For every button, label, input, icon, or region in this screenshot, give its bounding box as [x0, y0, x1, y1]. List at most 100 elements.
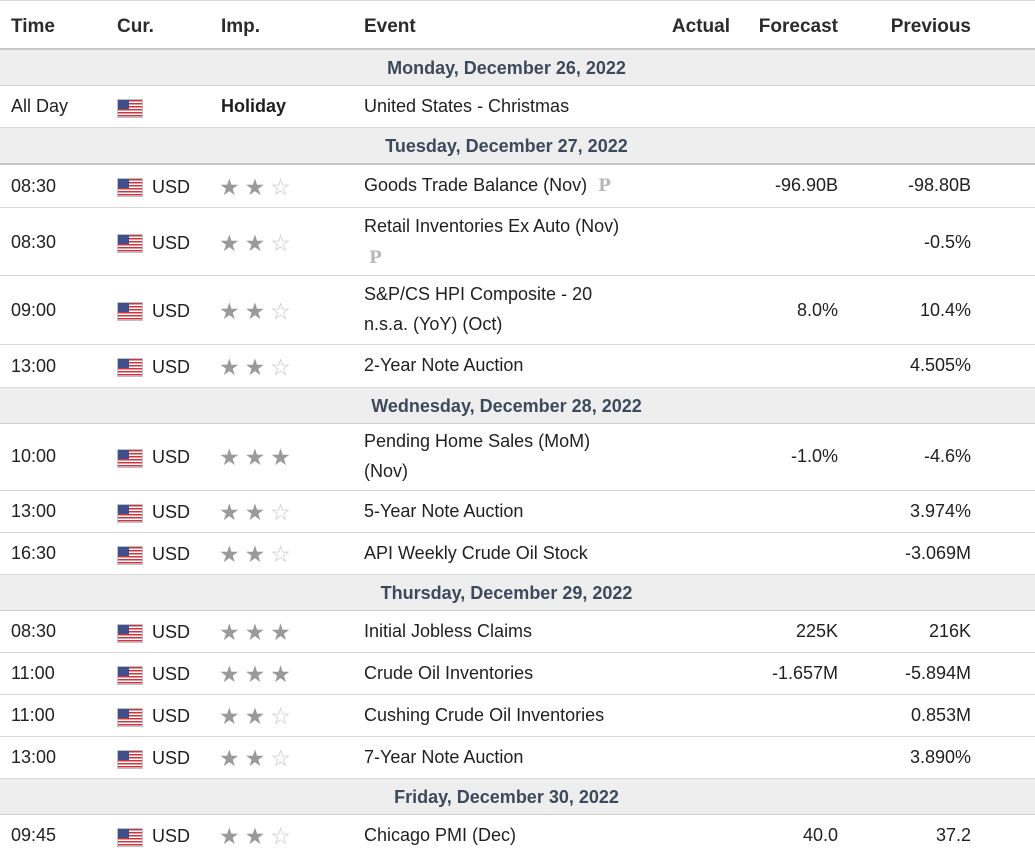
- table-row[interactable]: All Day Holiday United States - Christma…: [0, 86, 1035, 128]
- currency-code: USD: [152, 748, 191, 768]
- header-forecast[interactable]: Forecast: [758, 16, 838, 37]
- us-flag-icon: [117, 546, 143, 565]
- event-name[interactable]: Cushing Crude Oil Inventories: [364, 705, 605, 725]
- event-time: All Day: [11, 96, 69, 116]
- event-time: 08:30: [11, 232, 57, 252]
- previous-value: 216K: [928, 621, 971, 641]
- header-event[interactable]: Event: [364, 16, 416, 37]
- event-name[interactable]: Initial Jobless Claims: [364, 621, 533, 641]
- day-header: Monday, December 26, 2022: [0, 50, 1035, 86]
- table-row[interactable]: 08:30 USD ★★☆ Goods Trade Balance (Nov) …: [0, 165, 1035, 208]
- day-header: Friday, December 30, 2022: [0, 779, 1035, 815]
- us-flag-icon: [117, 624, 143, 643]
- currency-code: USD: [152, 622, 191, 642]
- table-row[interactable]: 16:30 USD ★★☆ API Weekly Crude Oil Stock…: [0, 533, 1035, 575]
- us-flag-icon: [117, 828, 143, 847]
- importance-stars: ★★☆: [219, 228, 296, 258]
- event-name-line2[interactable]: n.s.a. (YoY) (Oct): [364, 314, 503, 334]
- table-row[interactable]: 13:00 USD ★★☆ 5-Year Note Auction 3.974%: [0, 491, 1035, 533]
- header-previous[interactable]: Previous: [890, 16, 971, 37]
- event-name[interactable]: Goods Trade Balance (Nov): [364, 175, 588, 195]
- importance-stars: ★★☆: [219, 352, 296, 382]
- currency-code: USD: [152, 447, 191, 467]
- currency-code: USD: [152, 706, 191, 726]
- header-importance[interactable]: Imp.: [221, 16, 261, 37]
- table-row[interactable]: 09:00 USD ★★☆ S&P/CS HPI Composite - 20 …: [0, 276, 1035, 345]
- table-row[interactable]: 09:45 USD ★★☆ Chicago PMI (Dec) 40.0 37.…: [0, 815, 1035, 856]
- star-filled-icon: ★: [244, 541, 271, 567]
- event-name[interactable]: 2-Year Note Auction: [364, 355, 524, 375]
- table-row[interactable]: 13:00 USD ★★☆ 2-Year Note Auction 4.505%: [0, 345, 1035, 388]
- us-flag-icon: [117, 504, 143, 523]
- currency-code: USD: [152, 177, 191, 197]
- star-filled-icon: ★: [244, 703, 271, 729]
- star-filled-icon: ★: [244, 354, 271, 380]
- table-row[interactable]: 11:00 USD ★★☆ Cushing Crude Oil Inventor…: [0, 695, 1035, 737]
- currency-code: USD: [152, 357, 191, 377]
- star-filled-icon: ★: [219, 745, 245, 771]
- table-row[interactable]: 11:00 USD ★★★ Crude Oil Inventories -1.6…: [0, 653, 1035, 695]
- importance-stars: ★★☆: [219, 172, 296, 202]
- star-empty-icon: ☆: [270, 230, 296, 256]
- star-empty-icon: ☆: [270, 703, 296, 729]
- star-filled-icon: ★: [219, 541, 245, 567]
- previous-value: 37.2: [935, 825, 971, 845]
- star-filled-icon: ★: [244, 298, 271, 324]
- currency-code: USD: [152, 826, 191, 846]
- event-name[interactable]: United States - Christmas: [364, 96, 570, 116]
- star-filled-icon: ★: [219, 298, 245, 324]
- importance-stars: ★★★: [219, 659, 296, 689]
- preliminary-icon: P: [369, 248, 382, 268]
- us-flag-icon: [117, 302, 143, 321]
- event-time: 08:30: [11, 176, 57, 196]
- event-name[interactable]: API Weekly Crude Oil Stock: [364, 543, 588, 563]
- table-row[interactable]: 08:30 USD ★★☆ Retail Inventories Ex Auto…: [0, 208, 1035, 276]
- event-time: 13:00: [11, 501, 57, 521]
- event-name[interactable]: Crude Oil Inventories: [364, 663, 534, 683]
- importance-stars: ★★☆: [219, 821, 296, 851]
- star-empty-icon: ☆: [270, 541, 296, 567]
- star-filled-icon: ★: [219, 230, 245, 256]
- currency-code: USD: [152, 301, 191, 321]
- us-flag-icon: [117, 358, 143, 377]
- table-row[interactable]: 13:00 USD ★★☆ 7-Year Note Auction 3.890%: [0, 737, 1035, 779]
- star-filled-icon: ★: [244, 619, 271, 645]
- us-flag-icon: [117, 708, 143, 727]
- previous-value: -98.80B: [907, 175, 971, 195]
- event-time: 11:00: [11, 705, 55, 725]
- day-header: Thursday, December 29, 2022: [0, 575, 1035, 611]
- header-time[interactable]: Time: [11, 16, 56, 37]
- importance-stars: ★★★: [219, 617, 296, 647]
- star-empty-icon: ☆: [270, 823, 296, 849]
- event-name-line1[interactable]: Pending Home Sales (MoM): [364, 431, 591, 451]
- day-label: Wednesday, December 28, 2022: [371, 396, 642, 416]
- previous-value: 4.505%: [909, 355, 971, 375]
- star-filled-icon: ★: [270, 444, 296, 470]
- table-row[interactable]: 08:30 USD ★★★ Initial Jobless Claims 225…: [0, 611, 1035, 653]
- star-filled-icon: ★: [270, 619, 296, 645]
- event-time: 11:00: [11, 663, 55, 683]
- star-filled-icon: ★: [219, 703, 245, 729]
- star-filled-icon: ★: [219, 619, 245, 645]
- day-header: Wednesday, December 28, 2022: [0, 388, 1035, 424]
- forecast-value: -1.0%: [790, 446, 838, 466]
- day-label: Tuesday, December 27, 2022: [385, 136, 628, 156]
- event-time: 13:00: [11, 747, 57, 767]
- event-name-line2[interactable]: (Nov): [364, 461, 408, 481]
- star-filled-icon: ★: [219, 174, 245, 200]
- event-name[interactable]: 5-Year Note Auction: [364, 501, 524, 521]
- table-row[interactable]: 10:00 USD ★★★ Pending Home Sales (MoM) (…: [0, 424, 1035, 491]
- header-currency[interactable]: Cur.: [117, 16, 154, 37]
- header-actual[interactable]: Actual: [671, 16, 730, 37]
- star-filled-icon: ★: [244, 174, 271, 200]
- event-name[interactable]: 7-Year Note Auction: [364, 747, 524, 767]
- star-filled-icon: ★: [219, 354, 245, 380]
- previous-value: -4.6%: [923, 446, 971, 466]
- event-time: 10:00: [11, 446, 57, 466]
- event-name[interactable]: Chicago PMI (Dec): [364, 825, 517, 845]
- day-label: Thursday, December 29, 2022: [380, 583, 633, 603]
- us-flag-icon: [117, 449, 143, 468]
- event-name[interactable]: Retail Inventories Ex Auto (Nov): [364, 216, 620, 236]
- star-filled-icon: ★: [270, 661, 296, 687]
- event-name-line1[interactable]: S&P/CS HPI Composite - 20: [364, 284, 593, 304]
